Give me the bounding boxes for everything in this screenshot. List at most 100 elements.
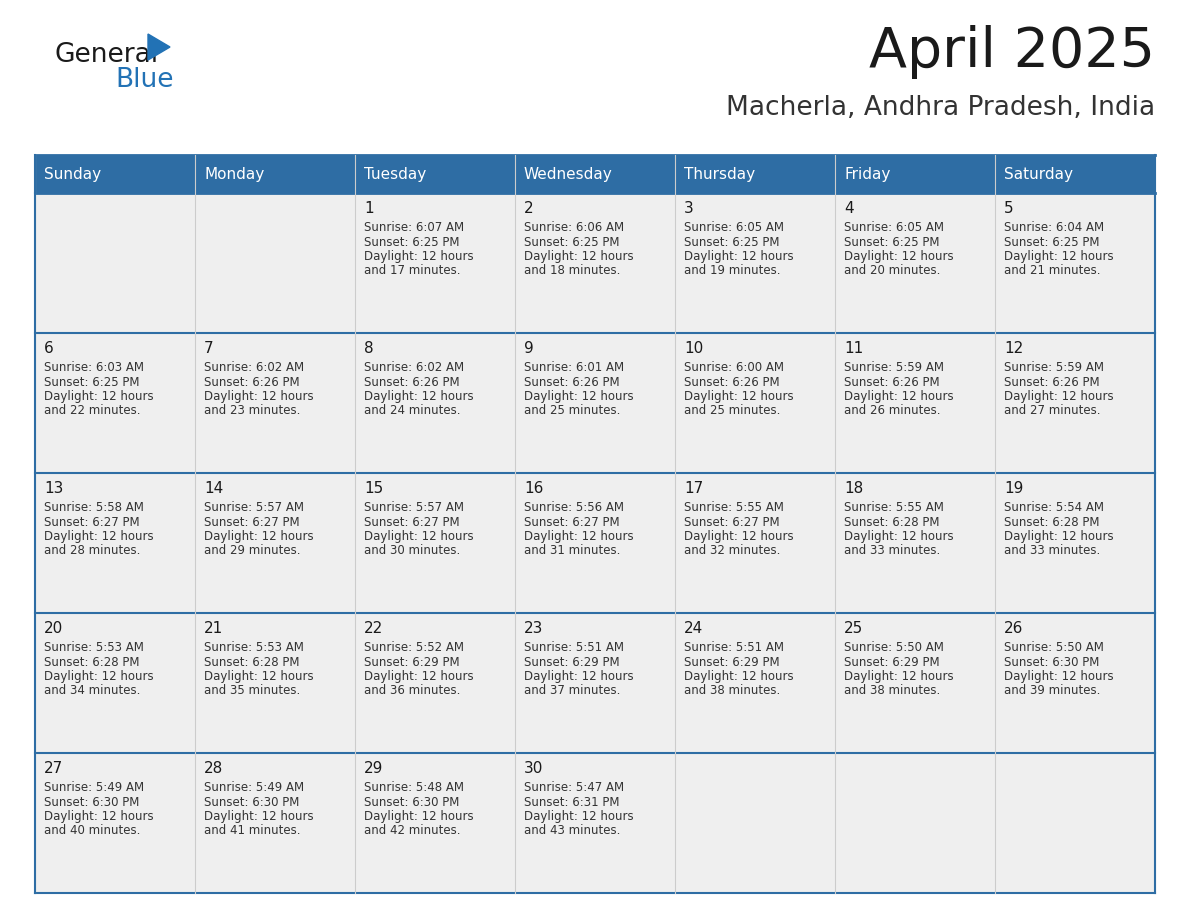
Text: Monday: Monday: [204, 166, 264, 182]
Text: 9: 9: [524, 341, 533, 356]
Text: Daylight: 12 hours: Daylight: 12 hours: [1004, 530, 1113, 543]
Text: Sunrise: 5:59 AM: Sunrise: 5:59 AM: [843, 361, 944, 374]
Text: 21: 21: [204, 621, 223, 636]
Text: and 25 minutes.: and 25 minutes.: [684, 405, 781, 418]
Text: Sunrise: 5:57 AM: Sunrise: 5:57 AM: [364, 501, 465, 514]
Text: 23: 23: [524, 621, 543, 636]
Text: and 26 minutes.: and 26 minutes.: [843, 405, 941, 418]
Bar: [835, 753, 996, 893]
Text: Daylight: 12 hours: Daylight: 12 hours: [44, 670, 153, 683]
Text: Sunset: 6:29 PM: Sunset: 6:29 PM: [524, 655, 620, 668]
Bar: [34, 473, 195, 613]
Text: and 22 minutes.: and 22 minutes.: [44, 405, 140, 418]
Text: Daylight: 12 hours: Daylight: 12 hours: [684, 250, 794, 263]
Bar: [835, 613, 996, 753]
Bar: [34, 193, 195, 333]
Text: Sunset: 6:27 PM: Sunset: 6:27 PM: [684, 516, 779, 529]
Bar: [195, 333, 355, 473]
Text: Sunset: 6:25 PM: Sunset: 6:25 PM: [843, 236, 940, 249]
Bar: [996, 753, 1155, 893]
Text: and 25 minutes.: and 25 minutes.: [524, 405, 620, 418]
Bar: [835, 333, 996, 473]
Text: and 31 minutes.: and 31 minutes.: [524, 544, 620, 557]
Bar: [34, 613, 195, 753]
Text: and 23 minutes.: and 23 minutes.: [204, 405, 301, 418]
Text: Sunset: 6:27 PM: Sunset: 6:27 PM: [364, 516, 460, 529]
Bar: [996, 613, 1155, 753]
Text: Daylight: 12 hours: Daylight: 12 hours: [364, 390, 474, 403]
Text: and 37 minutes.: and 37 minutes.: [524, 685, 620, 698]
Text: Sunset: 6:30 PM: Sunset: 6:30 PM: [1004, 655, 1099, 668]
Text: Sunrise: 5:59 AM: Sunrise: 5:59 AM: [1004, 361, 1104, 374]
Text: Sunrise: 6:02 AM: Sunrise: 6:02 AM: [204, 361, 304, 374]
Text: 4: 4: [843, 201, 854, 216]
Text: Sunset: 6:27 PM: Sunset: 6:27 PM: [204, 516, 299, 529]
Text: and 38 minutes.: and 38 minutes.: [684, 685, 781, 698]
Bar: [195, 473, 355, 613]
Text: and 17 minutes.: and 17 minutes.: [364, 264, 461, 277]
Text: 1: 1: [364, 201, 373, 216]
Text: Sunset: 6:29 PM: Sunset: 6:29 PM: [364, 655, 460, 668]
Text: and 33 minutes.: and 33 minutes.: [843, 544, 940, 557]
Text: 6: 6: [44, 341, 53, 356]
Text: Sunset: 6:25 PM: Sunset: 6:25 PM: [1004, 236, 1100, 249]
Text: 3: 3: [684, 201, 694, 216]
Text: Sunday: Sunday: [44, 166, 101, 182]
Bar: [34, 753, 195, 893]
Text: 7: 7: [204, 341, 214, 356]
Text: 5: 5: [1004, 201, 1013, 216]
Text: Sunrise: 6:03 AM: Sunrise: 6:03 AM: [44, 361, 144, 374]
Text: 19: 19: [1004, 481, 1023, 496]
Text: Sunrise: 6:00 AM: Sunrise: 6:00 AM: [684, 361, 784, 374]
Text: Sunrise: 5:53 AM: Sunrise: 5:53 AM: [204, 641, 304, 654]
Text: Sunrise: 5:55 AM: Sunrise: 5:55 AM: [684, 501, 784, 514]
Text: 18: 18: [843, 481, 864, 496]
Bar: [355, 333, 516, 473]
Text: Daylight: 12 hours: Daylight: 12 hours: [843, 390, 954, 403]
Bar: [195, 613, 355, 753]
Text: 27: 27: [44, 761, 63, 776]
Bar: [675, 333, 835, 473]
Text: Sunset: 6:31 PM: Sunset: 6:31 PM: [524, 796, 619, 809]
Text: and 42 minutes.: and 42 minutes.: [364, 824, 461, 837]
Text: Sunset: 6:26 PM: Sunset: 6:26 PM: [1004, 375, 1100, 388]
Text: Sunset: 6:26 PM: Sunset: 6:26 PM: [364, 375, 460, 388]
Text: Sunset: 6:28 PM: Sunset: 6:28 PM: [204, 655, 299, 668]
Text: and 38 minutes.: and 38 minutes.: [843, 685, 940, 698]
Text: Daylight: 12 hours: Daylight: 12 hours: [1004, 670, 1113, 683]
Text: Daylight: 12 hours: Daylight: 12 hours: [1004, 390, 1113, 403]
Bar: [516, 753, 675, 893]
Text: Sunset: 6:26 PM: Sunset: 6:26 PM: [684, 375, 779, 388]
Polygon shape: [148, 34, 170, 60]
Text: Daylight: 12 hours: Daylight: 12 hours: [684, 530, 794, 543]
Bar: [355, 613, 516, 753]
Text: 30: 30: [524, 761, 543, 776]
Text: Sunrise: 5:54 AM: Sunrise: 5:54 AM: [1004, 501, 1104, 514]
Text: Daylight: 12 hours: Daylight: 12 hours: [44, 390, 153, 403]
Text: Sunset: 6:30 PM: Sunset: 6:30 PM: [44, 796, 139, 809]
Text: Sunrise: 5:57 AM: Sunrise: 5:57 AM: [204, 501, 304, 514]
Text: 16: 16: [524, 481, 543, 496]
Text: Daylight: 12 hours: Daylight: 12 hours: [843, 250, 954, 263]
Text: Sunrise: 5:51 AM: Sunrise: 5:51 AM: [524, 641, 624, 654]
Text: Daylight: 12 hours: Daylight: 12 hours: [44, 530, 153, 543]
Text: Daylight: 12 hours: Daylight: 12 hours: [524, 250, 633, 263]
Text: 20: 20: [44, 621, 63, 636]
Text: Sunrise: 5:49 AM: Sunrise: 5:49 AM: [204, 781, 304, 794]
Bar: [355, 753, 516, 893]
Text: 12: 12: [1004, 341, 1023, 356]
Text: Macherla, Andhra Pradesh, India: Macherla, Andhra Pradesh, India: [726, 95, 1155, 121]
Text: and 19 minutes.: and 19 minutes.: [684, 264, 781, 277]
Text: 29: 29: [364, 761, 384, 776]
Text: Sunrise: 6:04 AM: Sunrise: 6:04 AM: [1004, 221, 1104, 234]
Text: 28: 28: [204, 761, 223, 776]
Text: and 36 minutes.: and 36 minutes.: [364, 685, 461, 698]
Text: and 28 minutes.: and 28 minutes.: [44, 544, 140, 557]
Text: Sunset: 6:30 PM: Sunset: 6:30 PM: [204, 796, 299, 809]
Text: Daylight: 12 hours: Daylight: 12 hours: [524, 670, 633, 683]
Text: and 43 minutes.: and 43 minutes.: [524, 824, 620, 837]
Text: Sunrise: 5:52 AM: Sunrise: 5:52 AM: [364, 641, 465, 654]
Bar: [835, 473, 996, 613]
Text: 25: 25: [843, 621, 864, 636]
Text: Sunset: 6:28 PM: Sunset: 6:28 PM: [843, 516, 940, 529]
